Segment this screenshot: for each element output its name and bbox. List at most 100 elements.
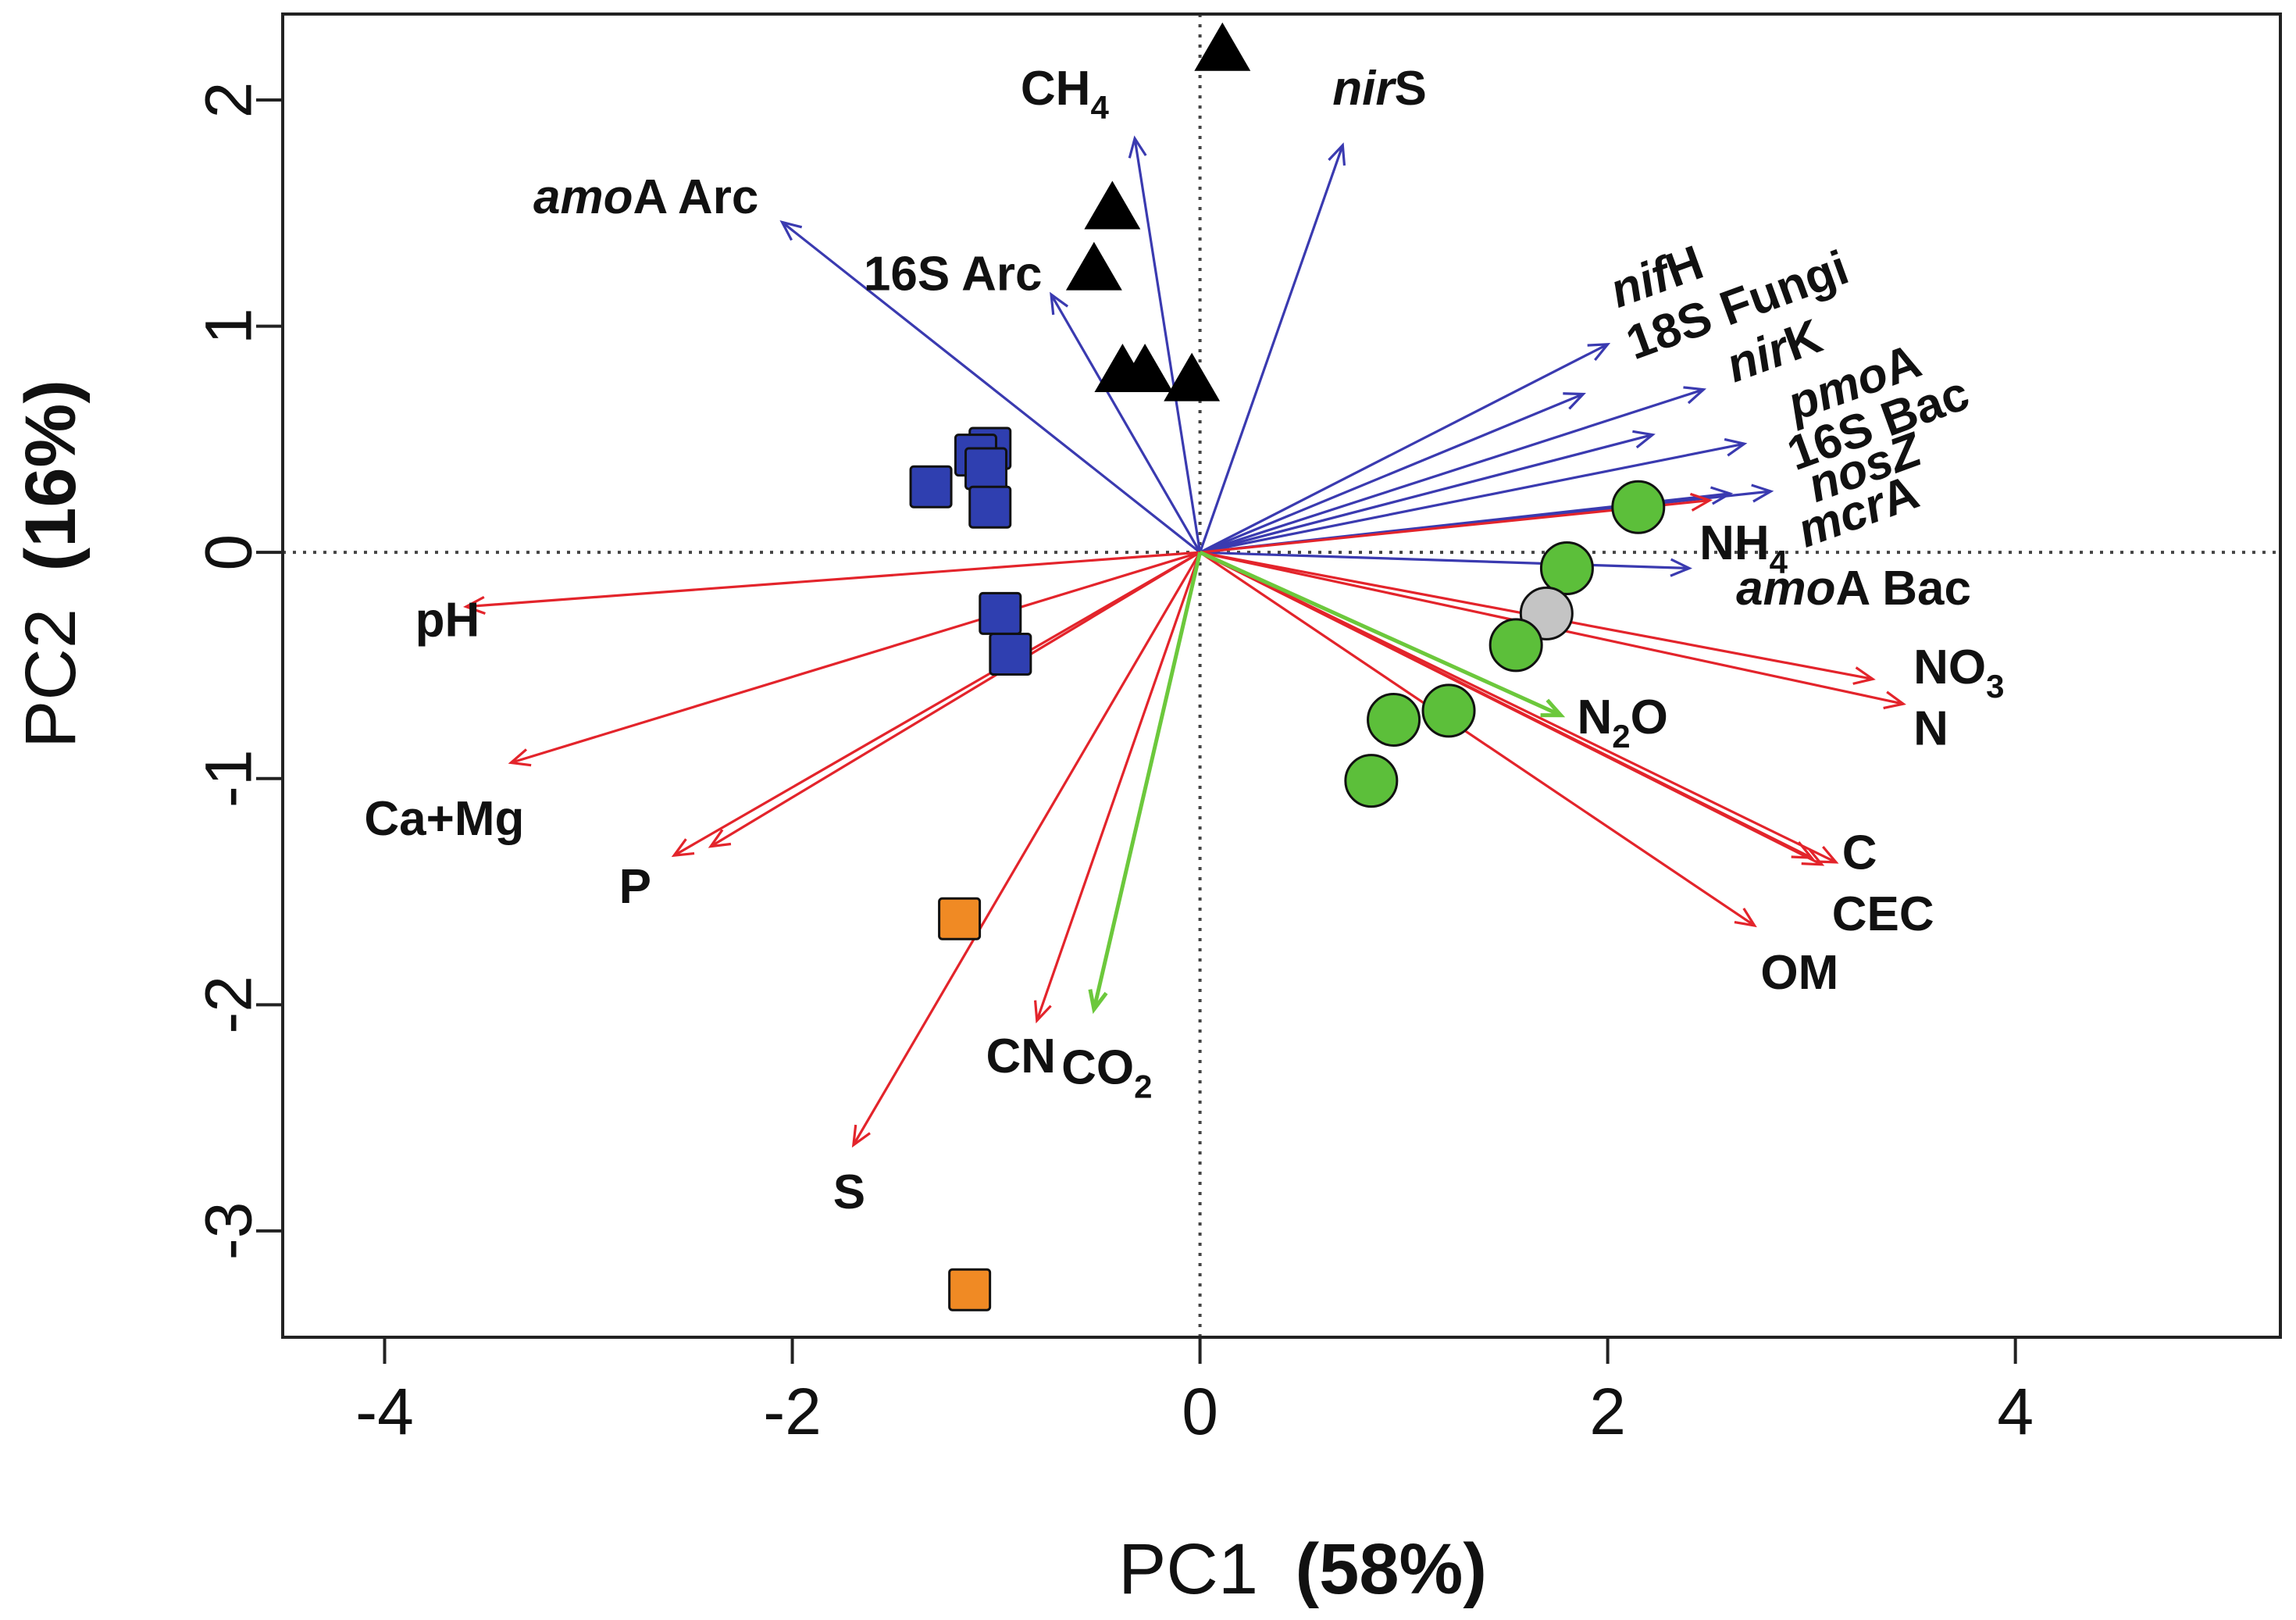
- vector-label-part: 4: [1770, 544, 1788, 580]
- vector-label-part: Ca+Mg: [364, 792, 524, 846]
- vector-label-part: 16S Arc: [864, 247, 1043, 301]
- vector-arrowhead: [851, 1124, 871, 1148]
- y-tick-label: 0: [191, 534, 265, 571]
- vector-label-part: OM: [1760, 946, 1838, 1000]
- vector-arrowhead: [1088, 989, 1108, 1015]
- vector-shaft: [1092, 551, 1203, 1010]
- vector-label: pH: [415, 593, 480, 647]
- green-circle-point: [1488, 618, 1543, 673]
- vector-shaft: [1200, 434, 1653, 554]
- vector-arrow: [1199, 342, 1611, 554]
- x-tick-label: -2: [763, 1375, 822, 1448]
- vector-label: CH4: [1021, 62, 1110, 126]
- y-axis-title-text: PC2: [11, 608, 91, 748]
- plot-frame: [281, 12, 2282, 1339]
- vector-arrow: [463, 551, 1200, 616]
- x-tick-label: -4: [355, 1375, 414, 1448]
- vector-arrow: [1200, 430, 1656, 554]
- vector-shaft: [1200, 442, 1745, 554]
- x-tick-label: 0: [1182, 1375, 1218, 1448]
- vector-arrowhead: [1587, 342, 1611, 362]
- x-tick-label: 2: [1589, 1375, 1626, 1448]
- vector-arrow: [671, 551, 1201, 858]
- vector-shaft: [781, 221, 1201, 554]
- vector-arrow: [1200, 551, 1692, 577]
- blue-square-point: [909, 465, 953, 508]
- vector-label: NO3: [1913, 641, 2004, 705]
- vector-label-part: nir: [1332, 62, 1396, 116]
- vector-label-part: CEC: [1832, 887, 1934, 941]
- vector-arrowhead: [1734, 908, 1757, 928]
- vector-arrowhead: [1724, 437, 1748, 457]
- vector-arrowhead: [1033, 1000, 1052, 1024]
- vector-shaft: [1200, 551, 1690, 570]
- vector-label: CEC: [1832, 887, 1934, 941]
- vector-arrow: [1088, 551, 1203, 1015]
- y-tick-label: -1: [191, 749, 265, 808]
- triangle-point: [1084, 180, 1141, 230]
- vector-label-part: C: [1842, 826, 1877, 880]
- vector-label-part: amo: [533, 170, 633, 224]
- vector-label-part: NH: [1699, 516, 1770, 570]
- vector-shaft: [1199, 393, 1584, 554]
- orange-square-point: [938, 897, 982, 940]
- vector-label-part: 4: [1090, 89, 1109, 126]
- x-axis-title: PC1 (58%): [1118, 1529, 1487, 1609]
- vector-arrowhead: [708, 829, 732, 848]
- vector-label-part: 2: [1134, 1069, 1152, 1105]
- vector-label: 16S Arc: [864, 247, 1043, 301]
- vector-label: N2O: [1577, 690, 1667, 755]
- vector-label: Ca+Mg: [364, 792, 524, 846]
- blue-square-point: [979, 591, 1022, 635]
- blue-square-point: [968, 485, 1012, 529]
- vector-label: CO2: [1061, 1041, 1152, 1105]
- vector-arrowhead: [671, 838, 695, 858]
- vector-arrow: [1199, 551, 1815, 859]
- vector-arrow: [1199, 142, 1346, 553]
- y-tick-label: 2: [191, 82, 265, 119]
- vector-label: P: [619, 860, 651, 914]
- vector-label-part: CH: [1021, 62, 1091, 116]
- vector-arrowhead: [779, 219, 803, 241]
- vector-arrow: [1199, 550, 1566, 718]
- vector-arrow: [508, 551, 1201, 767]
- orange-square-point: [948, 1268, 992, 1311]
- vector-arrowhead: [1540, 698, 1566, 718]
- vector-arrowhead: [1791, 841, 1815, 859]
- vector-arrowhead: [1751, 484, 1774, 503]
- reference-lines: [283, 14, 2280, 1337]
- vector-arrow: [1050, 291, 1201, 553]
- vector-arrowhead: [1128, 135, 1147, 159]
- vector-label-part: CO: [1061, 1041, 1134, 1095]
- blue-square-point: [964, 447, 1008, 491]
- green-circle-point: [1539, 541, 1594, 595]
- vector-arrow: [1200, 386, 1707, 554]
- vector-arrow: [708, 551, 1201, 848]
- vector-arrowhead: [463, 595, 486, 616]
- y-axis-title-percent: (16%): [11, 380, 91, 571]
- vector-arrow: [779, 219, 1201, 554]
- vector-arrow: [1200, 437, 1748, 554]
- vector-label-part: NO: [1913, 641, 1986, 694]
- triangle-point: [1164, 352, 1221, 401]
- vector-label-part: A Arc: [633, 170, 759, 224]
- vector-arrow: [1199, 551, 1757, 928]
- vector-shaft: [1199, 550, 1562, 717]
- vector-arrowhead: [1852, 666, 1876, 685]
- y-tick-label: 1: [191, 308, 265, 344]
- sample-points: [909, 22, 1666, 1311]
- vector-arrowhead: [1815, 845, 1839, 864]
- vector-shaft: [1199, 551, 1813, 859]
- x-tick-label: 4: [1997, 1375, 2034, 1448]
- vector-label-part: pH: [415, 593, 480, 647]
- vector-label: NH4: [1699, 516, 1788, 580]
- y-tick-label: -3: [191, 1202, 265, 1261]
- vector-shaft: [1200, 388, 1704, 554]
- vector-shaft: [1050, 294, 1201, 553]
- triangle-point: [1065, 241, 1122, 291]
- vector-label: OM: [1760, 946, 1838, 1000]
- vector-arrowhead: [1632, 430, 1656, 449]
- vector-label-part: CN: [986, 1029, 1057, 1083]
